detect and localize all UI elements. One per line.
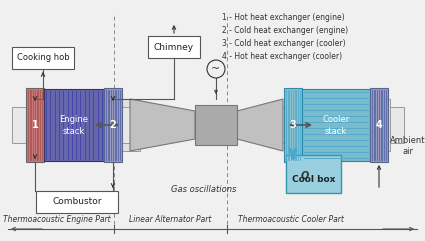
Text: Ambient
air: Ambient air	[390, 136, 425, 156]
Bar	[302, 89, 370, 161]
Text: Linear Alternator Part: Linear Alternator Part	[129, 214, 211, 223]
Text: Cooking hob: Cooking hob	[17, 54, 69, 62]
Text: Cooler: Cooler	[323, 115, 350, 125]
Bar	[28, 99, 140, 151]
Text: Chimney: Chimney	[154, 42, 194, 52]
Text: 2: 2	[110, 120, 116, 130]
Bar	[286, 155, 341, 193]
Bar	[104, 88, 122, 162]
Bar	[390, 107, 404, 143]
Text: Engine: Engine	[60, 115, 88, 125]
Bar	[36, 191, 118, 213]
Bar	[148, 36, 200, 58]
Text: Combustor: Combustor	[52, 198, 102, 207]
Bar	[278, 107, 286, 143]
Bar	[284, 88, 302, 162]
Polygon shape	[130, 99, 195, 151]
Text: stack: stack	[325, 127, 347, 136]
Text: 4: 4	[376, 120, 382, 130]
Text: 3: 3	[289, 120, 296, 130]
Text: 2 - Cold heat exchanger (engine): 2 - Cold heat exchanger (engine)	[222, 26, 348, 35]
Text: Thermoacoustic Engine Part: Thermoacoustic Engine Part	[3, 214, 111, 223]
Text: Cool box: Cool box	[292, 174, 335, 183]
Bar	[12, 47, 74, 69]
Text: ~: ~	[211, 64, 221, 74]
Bar	[285, 99, 390, 151]
Polygon shape	[237, 99, 283, 151]
Bar	[12, 107, 28, 143]
Text: Gas oscillations: Gas oscillations	[171, 185, 237, 194]
Text: 1 - Hot heat exchanger (engine): 1 - Hot heat exchanger (engine)	[222, 13, 345, 22]
Bar	[44, 89, 104, 161]
Bar	[195, 105, 237, 145]
Text: stack: stack	[63, 127, 85, 136]
Text: 4 - Hot heat exchanger (cooler): 4 - Hot heat exchanger (cooler)	[222, 52, 342, 61]
Text: Thermoacoustic Cooler Part: Thermoacoustic Cooler Part	[238, 214, 344, 223]
Bar	[26, 88, 44, 162]
Bar	[122, 107, 130, 143]
Text: 3 - Cold heat exchanger (cooler): 3 - Cold heat exchanger (cooler)	[222, 39, 346, 48]
Text: 1: 1	[31, 120, 38, 130]
Text: Q: Q	[301, 170, 309, 180]
Bar	[370, 88, 388, 162]
